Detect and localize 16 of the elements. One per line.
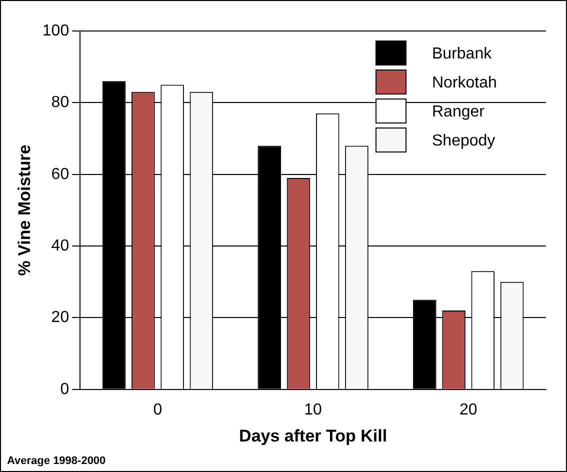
x-axis-title: Days after Top Kill [239,426,388,446]
text: Average 1998-2000 [7,455,106,467]
y-tick-label: 0 [60,380,70,398]
legend-label: Burbank [432,45,493,62]
x-tick-label: 20 [459,401,478,418]
x-tick-label: 10 [304,401,322,418]
legend-label: Shepody [432,132,496,150]
x-tick-label: 0 [153,401,162,418]
legend-label: Ranger [432,103,486,120]
y-axis-title: % Vine Moisture [14,144,34,276]
y-tick-label: 80 [51,94,70,112]
y-tick-label: 40 [51,237,70,254]
y-tick-label: 100 [42,22,70,40]
legend-label: Norkotah [432,74,497,92]
y-tick-label: 20 [51,309,70,326]
y-tick-label: 60 [51,166,70,183]
